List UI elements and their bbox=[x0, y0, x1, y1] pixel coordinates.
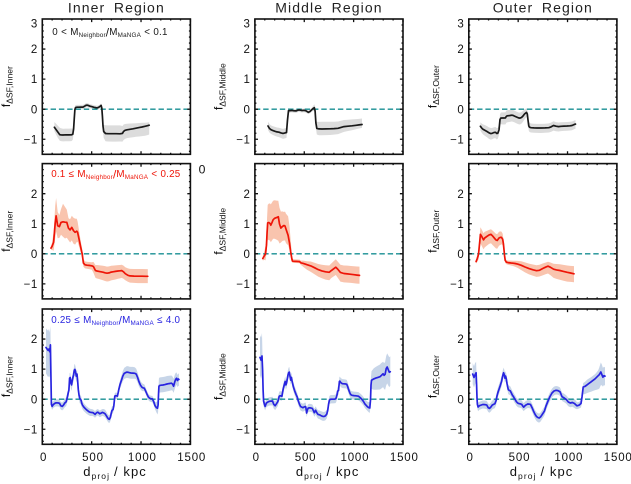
svg-text:2: 2 bbox=[31, 334, 38, 346]
svg-text:−1: −1 bbox=[450, 134, 464, 146]
svg-text:1000: 1000 bbox=[554, 452, 583, 464]
svg-text:−1: −1 bbox=[24, 424, 38, 436]
svg-text:1: 1 bbox=[243, 74, 250, 86]
svg-text:2: 2 bbox=[457, 44, 464, 56]
svg-text:0: 0 bbox=[243, 394, 250, 406]
svg-text:2: 2 bbox=[243, 334, 250, 346]
svg-text:0: 0 bbox=[243, 104, 250, 116]
svg-text:0<MNeighbor​/MMaNGA​<0.1: 0<MNeighbor​/MMaNGA​<0.1 bbox=[52, 26, 167, 40]
svg-text:0: 0 bbox=[243, 249, 250, 261]
svg-text:−1: −1 bbox=[450, 424, 464, 436]
svg-text:3: 3 bbox=[31, 18, 38, 30]
svg-text:1500: 1500 bbox=[177, 452, 206, 464]
svg-text:2: 2 bbox=[457, 189, 464, 201]
svg-text:1000: 1000 bbox=[341, 452, 370, 464]
svg-text:1: 1 bbox=[457, 74, 464, 86]
svg-text:0.1≤MNeighbor​/MMaNGA​<0.25: 0.1≤MNeighbor​/MMaNGA​<0.25 bbox=[51, 168, 181, 182]
svg-text:0: 0 bbox=[457, 104, 464, 116]
svg-text:0: 0 bbox=[199, 162, 206, 176]
svg-text:1500: 1500 bbox=[390, 452, 419, 464]
svg-text:500: 500 bbox=[295, 452, 317, 464]
svg-text:1000: 1000 bbox=[128, 452, 157, 464]
svg-text:−1: −1 bbox=[450, 279, 464, 291]
svg-text:1500: 1500 bbox=[604, 452, 631, 464]
svg-text:0: 0 bbox=[466, 452, 473, 464]
svg-text:1: 1 bbox=[31, 219, 38, 231]
svg-text:2: 2 bbox=[31, 44, 38, 56]
svg-text:0: 0 bbox=[457, 394, 464, 406]
svg-text:−1: −1 bbox=[236, 424, 250, 436]
svg-text:2: 2 bbox=[243, 189, 250, 201]
svg-text:1: 1 bbox=[457, 364, 464, 376]
svg-text:0: 0 bbox=[40, 452, 47, 464]
svg-text:0: 0 bbox=[31, 249, 38, 261]
svg-text:1: 1 bbox=[243, 364, 250, 376]
svg-text:0: 0 bbox=[31, 394, 38, 406]
svg-text:−1: −1 bbox=[24, 134, 38, 146]
svg-text:500: 500 bbox=[82, 452, 104, 464]
svg-text:−1: −1 bbox=[236, 279, 250, 291]
svg-text:Inner Region: Inner Region bbox=[68, 0, 165, 16]
svg-text:1: 1 bbox=[243, 219, 250, 231]
svg-text:2: 2 bbox=[31, 189, 38, 201]
svg-text:1: 1 bbox=[31, 74, 38, 86]
svg-text:1: 1 bbox=[31, 364, 38, 376]
svg-text:−1: −1 bbox=[236, 134, 250, 146]
svg-text:Middle Region: Middle Region bbox=[275, 0, 382, 16]
svg-text:0.25≤MNeighbor​/MMaNGA​≤4.0: 0.25≤MNeighbor​/MMaNGA​≤4.0 bbox=[51, 313, 180, 327]
svg-text:3: 3 bbox=[243, 18, 250, 30]
svg-text:500: 500 bbox=[509, 452, 531, 464]
svg-text:0: 0 bbox=[253, 452, 260, 464]
svg-text:3: 3 bbox=[457, 18, 464, 30]
svg-text:0: 0 bbox=[31, 104, 38, 116]
svg-text:−1: −1 bbox=[24, 279, 38, 291]
svg-text:Outer Region: Outer Region bbox=[493, 0, 593, 16]
svg-text:2: 2 bbox=[457, 334, 464, 346]
svg-text:1: 1 bbox=[457, 219, 464, 231]
svg-text:0: 0 bbox=[457, 249, 464, 261]
svg-text:2: 2 bbox=[243, 44, 250, 56]
